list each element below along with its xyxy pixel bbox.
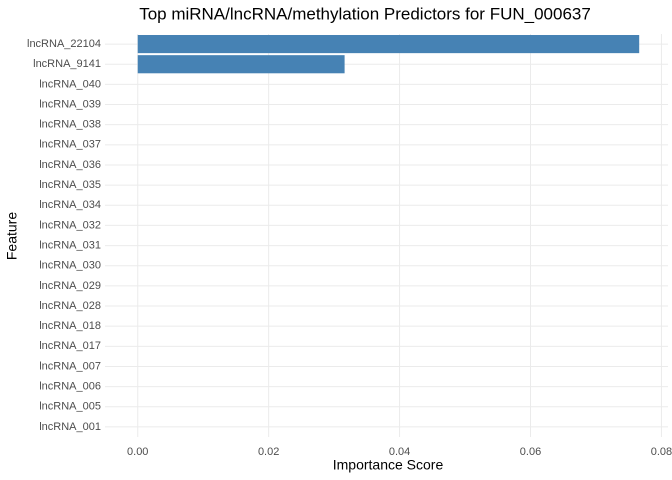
y-tick-label: lncRNA_031 xyxy=(39,239,101,251)
y-tick-label: lncRNA_028 xyxy=(39,300,101,312)
y-tick-label: lncRNA_035 xyxy=(39,179,101,191)
y-tick-label: lncRNA_036 xyxy=(39,159,101,171)
y-tick-label: lncRNA_9141 xyxy=(33,58,101,70)
x-tick-label: 0.00 xyxy=(127,446,148,458)
x-tick-label: 0.08 xyxy=(651,446,672,458)
y-tick-label: lncRNA_005 xyxy=(39,401,101,413)
x-axis-label: Importance Score xyxy=(333,457,444,473)
x-tick-label: 0.04 xyxy=(389,446,410,458)
x-tick-label: 0.02 xyxy=(258,446,279,458)
y-tick-label: lncRNA_007 xyxy=(39,360,101,372)
chart-title: Top miRNA/lncRNA/methylation Predictors … xyxy=(139,4,591,23)
y-tick-label: lncRNA_038 xyxy=(39,119,101,131)
bar xyxy=(137,35,640,54)
y-tick-label: lncRNA_032 xyxy=(39,219,101,231)
y-tick-label: lncRNA_030 xyxy=(39,260,101,272)
y-tick-label: lncRNA_034 xyxy=(39,199,101,211)
y-tick-label: lncRNA_037 xyxy=(39,139,101,151)
y-tick-label: lncRNA_001 xyxy=(39,421,101,433)
y-tick-label: lncRNA_018 xyxy=(39,320,101,332)
x-tick-label: 0.06 xyxy=(520,446,541,458)
y-tick-label: lncRNA_029 xyxy=(39,280,101,292)
y-tick-label: lncRNA_006 xyxy=(39,381,101,393)
y-tick-label: lncRNA_22104 xyxy=(27,38,101,50)
y-tick-label: lncRNA_017 xyxy=(39,340,101,352)
y-axis-label: Feature xyxy=(4,212,20,260)
y-tick-label: lncRNA_040 xyxy=(39,78,101,90)
bar xyxy=(137,55,345,74)
y-tick-label: lncRNA_039 xyxy=(39,98,101,110)
